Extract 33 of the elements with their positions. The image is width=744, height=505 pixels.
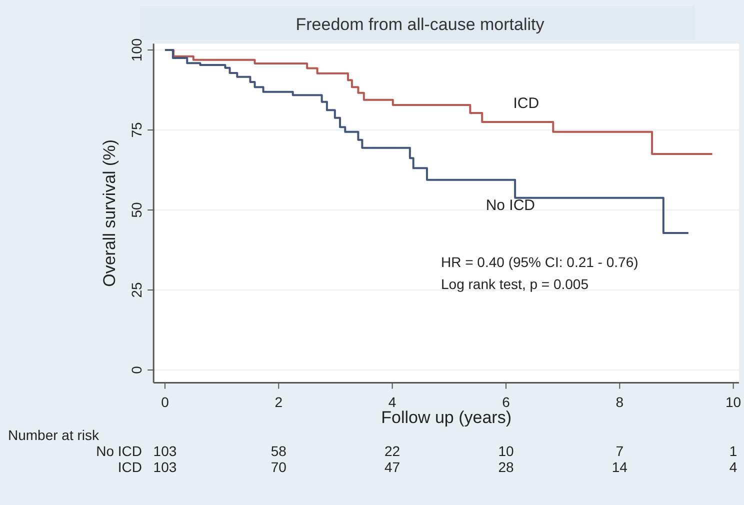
x-tick-label: 8 [616, 394, 624, 410]
series-label: ICD [513, 95, 540, 112]
text: 47 [384, 459, 400, 475]
y-tick-label: 75 [128, 122, 145, 138]
annotation: HR = 0.40 (95% CI: 0.21 - 0.76) [441, 254, 638, 270]
text: Number at risk [8, 427, 100, 443]
text: 103 [153, 443, 177, 459]
x-tick-label: 2 [274, 394, 283, 410]
text: 4 [729, 459, 738, 475]
text: 1 [729, 443, 738, 459]
text: 7 [616, 443, 624, 459]
x-tick-label: 4 [388, 394, 396, 410]
text: 103 [153, 459, 177, 475]
series-label: No ICD [486, 196, 536, 214]
text: 58 [270, 443, 287, 459]
x-axis-title: Follow up (years) [381, 408, 512, 427]
text: ICD [118, 459, 142, 475]
text: 70 [270, 459, 287, 475]
text: 28 [498, 459, 514, 475]
text: 10 [498, 443, 514, 459]
chart-title: Freedom from all-cause mortality [296, 15, 545, 34]
x-tick-label: 0 [161, 394, 170, 410]
y-tick-label: 0 [128, 366, 145, 374]
y-axis-title: Overall survival (%) [100, 140, 119, 287]
y-tick-label: 25 [128, 282, 145, 298]
y-tick-label: 100 [128, 38, 145, 62]
text: 22 [384, 443, 400, 459]
x-tick-label: 6 [502, 394, 510, 410]
x-tick-label: 10 [726, 394, 742, 410]
annotation: Log rank test, p = 0.005 [441, 276, 589, 292]
text: No ICD [96, 443, 142, 459]
y-tick-label: 50 [128, 202, 145, 218]
text: 14 [612, 459, 628, 475]
